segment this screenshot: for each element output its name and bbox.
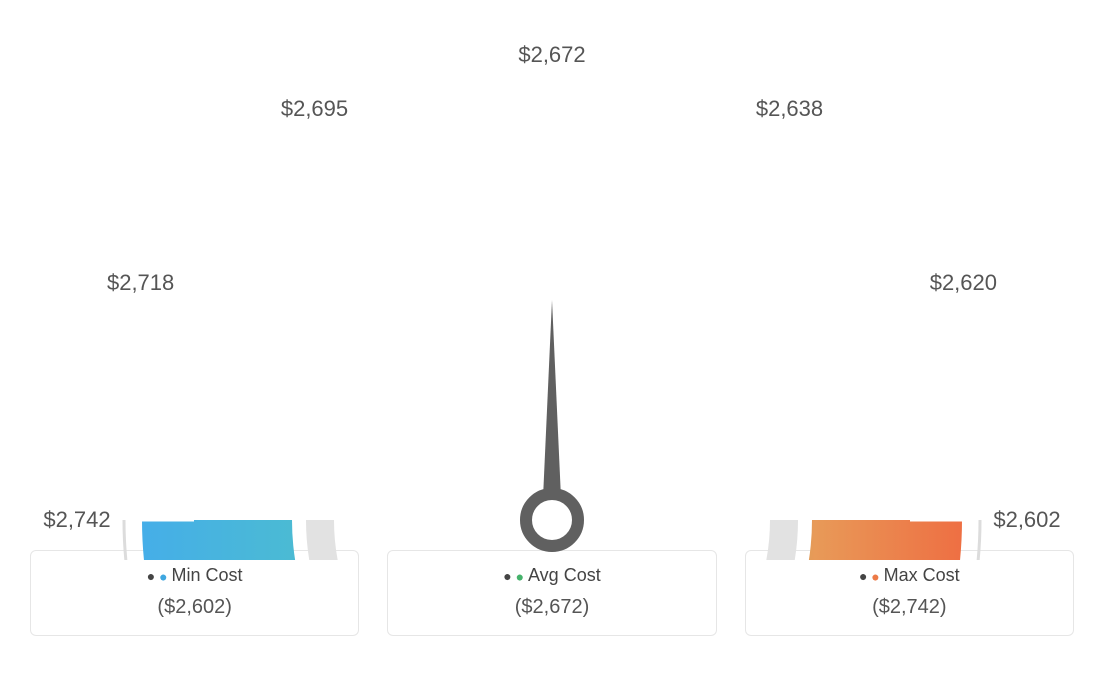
chart-container: $2,602 $2,620 $2,638 $2,672 $2,695 $2,718 $2,7… — [0, 0, 1104, 690]
legend-card-avg: ● Avg Cost ($2,672) — [387, 550, 716, 636]
legend-row: ● Min Cost ($2,602) ● Avg Cost ($2,672) … — [0, 550, 1104, 636]
gauge-tick-label: $2,742 — [43, 507, 110, 533]
legend-title-avg: ● Avg Cost — [388, 565, 715, 586]
gauge-tick-label: $2,718 — [107, 270, 174, 296]
gauge-svg — [22, 20, 1082, 560]
legend-value-max: ($2,742) — [746, 596, 1073, 619]
gauge-tick-label: $2,620 — [930, 270, 997, 296]
gauge-chart: $2,602 $2,620 $2,638 $2,672 $2,695 $2,718 $2,7… — [22, 20, 1082, 560]
legend-card-min: ● Min Cost ($2,602) — [30, 550, 359, 636]
legend-value-avg: ($2,672) — [388, 596, 715, 619]
legend-card-max: ● Max Cost ($2,742) — [745, 550, 1074, 636]
legend-title-min: ● Min Cost — [31, 565, 358, 586]
gauge-tick-label: $2,638 — [756, 96, 823, 122]
gauge-tick-label: $2,602 — [993, 507, 1060, 533]
legend-value-min: ($2,602) — [31, 596, 358, 619]
legend-title-max: ● Max Cost — [746, 565, 1073, 586]
gauge-tick-label: $2,672 — [518, 42, 585, 68]
gauge-tick-label: $2,695 — [281, 96, 348, 122]
